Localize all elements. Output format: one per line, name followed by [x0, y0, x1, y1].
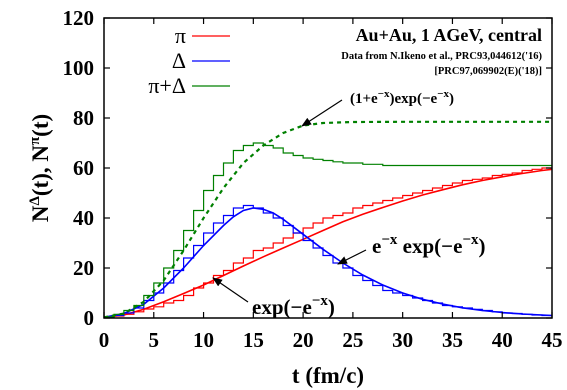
series-sum-histogram: [104, 142, 552, 318]
legend-label-delta: Δ: [172, 48, 186, 73]
legend-label-pi: π: [175, 23, 186, 48]
legend: π Δ π+Δ: [148, 23, 230, 98]
y-tick-label: 80: [73, 106, 94, 130]
series-pi-histogram: [104, 167, 552, 319]
x-tick-label: 45: [542, 328, 563, 352]
x-tick-label: 0: [99, 328, 110, 352]
source-line-2: [PRC97,069902(E)('18)]: [434, 66, 542, 77]
chart-marks: [103, 120, 553, 319]
arrow-sum: [301, 99, 343, 127]
x-ticks: 0 5 10 15 20 25 30 35 40 45: [99, 18, 563, 352]
annotation-sum-formula: (1+e−x)exp(−e−x): [350, 88, 454, 107]
annotation-pi-formula: exp(−e−x): [252, 293, 335, 319]
y-tick-label: 20: [73, 256, 94, 280]
x-tick-label: 10: [193, 328, 214, 352]
x-tick-label: 20: [293, 328, 314, 352]
y-tick-label: 120: [63, 6, 95, 30]
x-tick-label: 30: [392, 328, 413, 352]
x-tick-label: 40: [492, 328, 513, 352]
x-tick-label: 35: [442, 328, 463, 352]
chart-title: Au+Au, 1 AGeV, central: [356, 25, 542, 45]
y-tick-label: 40: [73, 206, 94, 230]
arrow-delta: [337, 249, 367, 265]
y-tick-label: 60: [73, 156, 94, 180]
y-tick-label: 0: [84, 306, 95, 330]
arrow-pi: [212, 277, 249, 303]
x-tick-label: 15: [243, 328, 264, 352]
x-tick-label: 25: [342, 328, 363, 352]
x-axis-label: t (fm/c): [292, 363, 364, 388]
source-line-1: Data from N.Ikeno et al., PRC93,044612('…: [341, 51, 542, 62]
y-axis-label: NΔ(t), Nπ(t): [27, 114, 53, 222]
x-tick-label: 5: [149, 328, 160, 352]
y-tick-label: 100: [63, 56, 95, 80]
series-delta-fit-curve: [103, 207, 553, 319]
series-pi-fit-curve: [103, 168, 553, 319]
annotation-delta-formula: e−x exp(−e−x): [372, 232, 485, 258]
legend-label-sum: π+Δ: [148, 73, 186, 98]
y-ticks: 0 20 40 60 80 100 120: [63, 6, 552, 330]
series-sum-fit-curve: [103, 120, 552, 319]
